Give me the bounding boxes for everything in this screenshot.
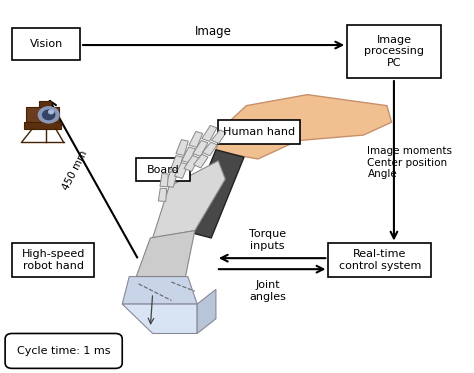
Text: Image
processing
PC: Image processing PC [364,35,424,68]
Polygon shape [122,304,197,333]
Polygon shape [182,147,195,163]
Polygon shape [158,188,167,201]
Polygon shape [153,161,225,238]
Polygon shape [193,141,208,156]
FancyBboxPatch shape [5,333,122,369]
FancyBboxPatch shape [24,122,61,129]
Bar [328,244,431,276]
Polygon shape [189,131,203,147]
Polygon shape [160,173,168,187]
Polygon shape [197,289,216,333]
Text: Torque
inputs: Torque inputs [249,229,286,251]
Polygon shape [174,163,188,178]
Circle shape [43,110,55,120]
Text: Board: Board [147,164,180,175]
Polygon shape [216,95,392,159]
Polygon shape [193,154,208,168]
Text: Vision: Vision [29,39,63,49]
Polygon shape [202,125,217,141]
Polygon shape [171,156,183,171]
Text: Joint
angles: Joint angles [249,280,286,302]
Bar [12,28,80,60]
Circle shape [49,110,54,114]
Bar [12,244,94,276]
FancyBboxPatch shape [39,101,51,107]
Bar [218,120,300,144]
Bar [137,158,190,181]
FancyBboxPatch shape [26,107,59,122]
Text: Image: Image [195,25,232,38]
Polygon shape [183,150,244,238]
Polygon shape [165,172,177,187]
Polygon shape [184,156,199,171]
Text: Image moments
Center position
Angle: Image moments Center position Angle [367,146,453,179]
Circle shape [38,107,59,123]
Bar [347,25,441,78]
Text: Cycle time: 1 ms: Cycle time: 1 ms [17,346,110,356]
Polygon shape [202,142,217,156]
Text: Human hand: Human hand [223,127,295,137]
Polygon shape [122,276,197,304]
Text: High-speed
robot hand: High-speed robot hand [21,249,85,271]
Polygon shape [137,231,195,276]
Text: Real-time
control system: Real-time control system [339,249,421,271]
Text: 450 mm: 450 mm [61,148,90,191]
Polygon shape [211,130,226,144]
Polygon shape [176,140,188,156]
